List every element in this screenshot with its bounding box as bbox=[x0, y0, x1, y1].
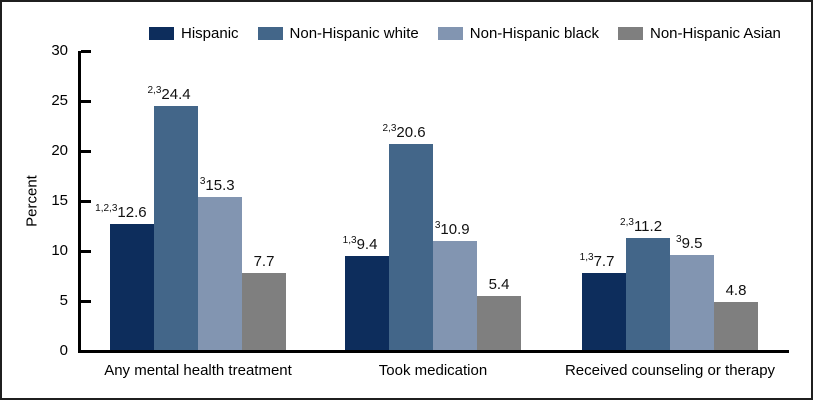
legend-label: Non-Hispanic white bbox=[289, 25, 419, 42]
legend-label: Non-Hispanic Asian bbox=[650, 25, 781, 42]
bar-value-footnote-superscript: 2,3 bbox=[382, 123, 397, 134]
bar-value-label: 1,3 7.7 bbox=[580, 252, 625, 270]
bar bbox=[714, 302, 758, 350]
bar-value-footnote-superscript: 3 bbox=[676, 234, 682, 245]
y-tick-label: 20 bbox=[51, 142, 68, 159]
bar bbox=[242, 273, 286, 350]
y-tick-label: 10 bbox=[51, 242, 68, 259]
legend-label: Hispanic bbox=[181, 25, 239, 42]
legend-swatch-icon bbox=[618, 27, 643, 40]
legend-swatch-icon bbox=[149, 27, 174, 40]
y-tick-mark bbox=[81, 50, 91, 53]
x-axis-line bbox=[78, 350, 789, 353]
bar-value-footnote-superscript: 1,3 bbox=[342, 235, 357, 246]
category-label: Took medication bbox=[378, 362, 488, 379]
bar-value-number: 1,2,3 12.6 bbox=[95, 203, 147, 221]
bar-value-number: 2,3 24.4 bbox=[147, 85, 191, 103]
y-tick-mark bbox=[81, 150, 91, 153]
legend-item-3: Non-Hispanic black bbox=[437, 25, 599, 42]
bar-value-label: 5.4 bbox=[489, 276, 520, 293]
bar-value-label: 3 9.5 bbox=[676, 234, 713, 252]
bar bbox=[110, 224, 154, 350]
bar bbox=[670, 255, 714, 350]
y-tick-label: 30 bbox=[51, 42, 68, 59]
category-label: Any mental health treatment bbox=[104, 362, 292, 379]
bar bbox=[582, 273, 626, 350]
bar-value-label: 7.7 bbox=[254, 253, 285, 270]
bar-value-number: 3 10.9 bbox=[434, 220, 470, 238]
legend-item-4: Non-Hispanic Asian bbox=[618, 25, 781, 42]
y-tick-mark bbox=[81, 100, 91, 103]
bar bbox=[626, 238, 670, 350]
bar-value-footnote-superscript: 2,3 bbox=[147, 85, 162, 96]
bar-value-number: 4.8 bbox=[725, 282, 747, 299]
bar-value-label: 4.8 bbox=[726, 282, 757, 299]
legend-swatch-icon bbox=[257, 27, 283, 40]
legend: Hispanic Non-Hispanic white Non-Hispanic b… bbox=[149, 25, 781, 42]
y-tick-mark bbox=[81, 200, 91, 203]
bar-value-number: 3 9.5 bbox=[676, 234, 703, 252]
bar-value-footnote-superscript: 1,3 bbox=[579, 252, 594, 263]
bar-value-number: 3 15.3 bbox=[199, 176, 235, 194]
bar-value-number: 7.7 bbox=[253, 253, 275, 270]
bar-value-label: 2,3 24.4 bbox=[147, 85, 205, 103]
bar bbox=[389, 144, 433, 350]
bar bbox=[154, 106, 198, 350]
bar bbox=[433, 241, 477, 350]
bar-value-number: 1,3 7.7 bbox=[579, 252, 615, 270]
legend-item-2: Non-Hispanic white bbox=[257, 25, 419, 42]
bar-value-label: 3 15.3 bbox=[200, 176, 249, 194]
y-tick-label: 15 bbox=[51, 192, 68, 209]
category-label: Received counseling or therapy bbox=[564, 362, 776, 379]
y-tick-label: 25 bbox=[51, 92, 68, 109]
bar-value-label: 2,3 11.2 bbox=[620, 217, 676, 235]
y-tick-mark bbox=[81, 300, 91, 303]
bar-value-label: 2,3 20.6 bbox=[382, 123, 440, 141]
bar-value-footnote-superscript: 3 bbox=[434, 220, 441, 231]
y-tick-label: 5 bbox=[59, 292, 68, 309]
bar bbox=[345, 256, 389, 350]
legend-item-1: Hispanic bbox=[149, 25, 239, 42]
y-tick-label: 0 bbox=[59, 342, 68, 359]
bar-value-number: 1,3 9.4 bbox=[342, 235, 378, 253]
bar-value-number: 2,3 20.6 bbox=[382, 123, 426, 141]
bar-value-footnote-superscript: 2,3 bbox=[620, 217, 634, 228]
bar-value-label: 1,2,3 12.6 bbox=[95, 203, 161, 221]
legend-swatch-icon bbox=[437, 27, 463, 40]
bar-value-footnote-superscript: 1,2,3 bbox=[95, 203, 118, 214]
bar-value-number: 5.4 bbox=[488, 276, 510, 293]
bar-value-label: 3 10.9 bbox=[435, 220, 484, 238]
bar bbox=[477, 296, 521, 350]
y-axis-line bbox=[78, 51, 81, 353]
bar-value-footnote-superscript: 3 bbox=[199, 176, 206, 187]
bar bbox=[198, 197, 242, 350]
y-tick-mark bbox=[81, 250, 91, 253]
legend-label: Non-Hispanic black bbox=[469, 25, 599, 42]
bar-value-number: 2,3 11.2 bbox=[620, 217, 663, 235]
bar-value-label: 1,3 9.4 bbox=[343, 235, 388, 253]
